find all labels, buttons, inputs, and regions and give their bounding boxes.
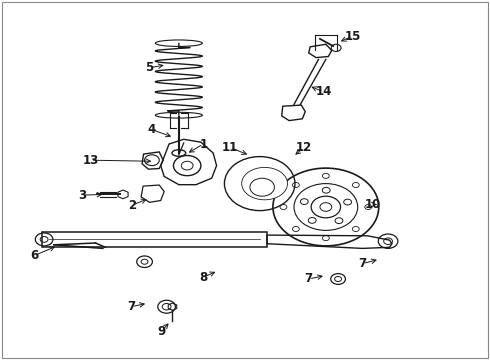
Text: 4: 4 xyxy=(148,123,156,136)
Text: 7: 7 xyxy=(127,300,135,313)
Text: 9: 9 xyxy=(158,325,166,338)
Text: 5: 5 xyxy=(146,61,153,74)
Text: 12: 12 xyxy=(295,141,312,154)
Text: 7: 7 xyxy=(359,257,367,270)
Text: 6: 6 xyxy=(30,249,38,262)
Text: 8: 8 xyxy=(199,271,207,284)
Text: 10: 10 xyxy=(364,198,381,211)
Text: 11: 11 xyxy=(222,141,239,154)
Text: 7: 7 xyxy=(305,273,313,285)
Text: 15: 15 xyxy=(344,30,361,42)
Text: 13: 13 xyxy=(82,154,99,167)
Text: 2: 2 xyxy=(128,199,136,212)
Text: 14: 14 xyxy=(315,85,332,98)
Ellipse shape xyxy=(242,167,288,200)
Text: 3: 3 xyxy=(78,189,86,202)
Text: 1: 1 xyxy=(199,138,207,150)
